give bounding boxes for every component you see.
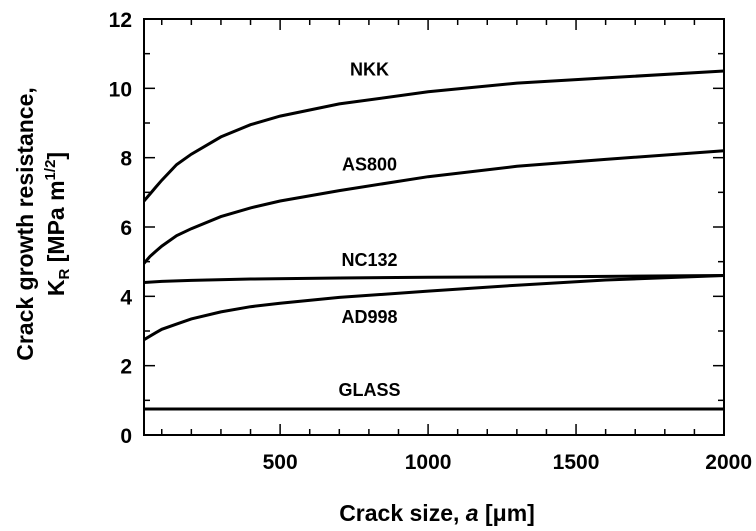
series-label-as800: AS800	[342, 155, 397, 175]
y-tick-label: 2	[120, 356, 132, 379]
y-axis-title: Crack growth resistance, KR [MPa m1/2]	[12, 87, 73, 361]
y-tick-label: 4	[120, 286, 132, 309]
y-axis-ticks: 0 2 4 6 8 10 12	[109, 9, 724, 448]
x-tick-label: 1500	[553, 451, 600, 474]
y-tick-label: 6	[120, 217, 132, 240]
x-tick-label: 500	[263, 451, 298, 474]
y-tick-label: 8	[120, 148, 132, 171]
y-axis-title-line2: KR [MPa m1/2]	[42, 152, 73, 296]
series-label-nc132: NC132	[341, 250, 397, 270]
plot-border	[143, 18, 725, 436]
series-line-as800	[142, 149, 725, 265]
y-tick-label: 12	[109, 9, 132, 32]
x-axis-title-unit: [μm]	[479, 500, 535, 526]
y-axis-title-unit: [MPa m	[43, 180, 69, 268]
x-axis-title-variable: a	[466, 500, 479, 526]
series-label-glass: GLASS	[338, 380, 400, 400]
x-axis-ticks: 500 1000 1500 2000	[161, 19, 752, 474]
y-axis-title-subscript: R	[56, 268, 73, 279]
series-line-nkk	[142, 69, 725, 202]
y-tick-label: 10	[109, 78, 132, 101]
x-tick-label: 2000	[705, 451, 752, 474]
series-line-nc132	[143, 274, 725, 284]
series-line-ad998	[143, 274, 725, 341]
x-axis-title: Crack size, a [μm]	[339, 500, 535, 526]
series-group: NKK AS800 NC132 AD998 GLASS	[142, 59, 725, 411]
y-axis-title-close: ]	[43, 152, 69, 160]
series-label-ad998: AD998	[341, 307, 397, 327]
y-axis-title-symbol: K	[43, 279, 69, 296]
plot-frame	[143, 18, 725, 436]
x-axis-title-main: Crack size,	[339, 500, 466, 526]
y-axis-title-line1: Crack growth resistance,	[12, 87, 38, 361]
y-tick-label: 0	[120, 425, 132, 448]
series-label-nkk: NKK	[350, 59, 389, 79]
y-axis-title-superscript: 1/2	[42, 160, 59, 181]
x-tick-label: 1000	[405, 451, 452, 474]
